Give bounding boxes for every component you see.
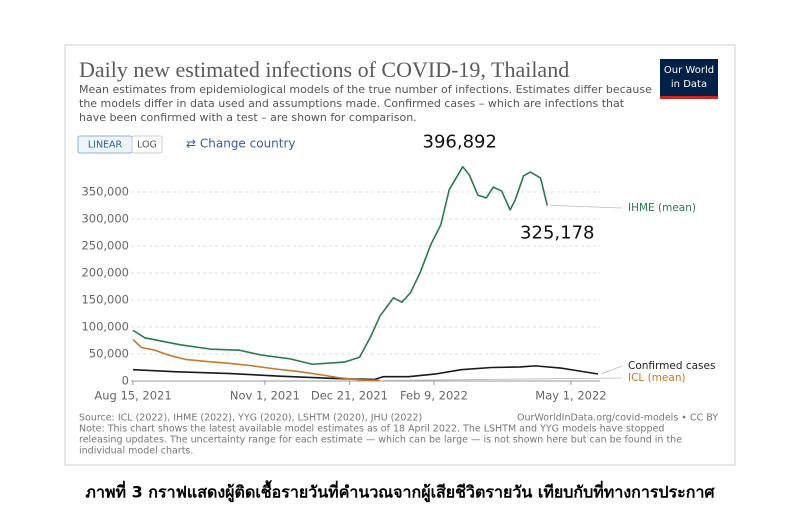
line (132, 365, 599, 381)
annotation: 325,178 (520, 222, 594, 243)
subtitle: the models differ in data used and assum… (79, 97, 625, 110)
y-tick-label: 200,000 (81, 266, 129, 280)
logo-text: in Data (671, 79, 707, 90)
note: individual model charts. (79, 446, 193, 457)
x-tick-label: May 1, 2022 (535, 389, 606, 403)
legend-connector (382, 377, 623, 381)
log-button-label[interactable]: LOG (137, 140, 157, 151)
y-tick-label: 100,000 (81, 320, 129, 334)
linear-button-label[interactable]: LINEAR (88, 140, 123, 151)
y-tick-label: 300,000 (81, 212, 129, 226)
chart-frame (64, 44, 736, 466)
legend-label: Confirmed cases (628, 360, 715, 372)
y-tick-label: 250,000 (81, 239, 129, 253)
note: releasing updates. The uncertainty range… (79, 435, 682, 446)
subtitle: Mean estimates from epidemiological mode… (79, 83, 652, 96)
log-button[interactable] (131, 135, 163, 154)
source: Source: ICL (2022), IHME (2022), YYG (20… (79, 413, 422, 424)
y-tick-label: 0 (122, 374, 129, 388)
legend-label: ICL (mean) (628, 372, 686, 384)
plot: 0 50,000 100,000 150,000 200,000 250,000 300,0… (81, 132, 715, 403)
logo-text: Our World (664, 65, 714, 76)
change-country[interactable]: ⇄ Change country (186, 137, 296, 151)
y-tick-label: 350,000 (81, 185, 129, 199)
legend-connector (600, 365, 623, 375)
annotation: 396,892 (423, 132, 497, 153)
caption: ภาพที่ 3 กราฟแสดงผู้ติดเชื้อรายวันที่คำน… (85, 480, 715, 504)
y-tick-label: 150,000 (81, 293, 129, 307)
x-tick-label: Feb 9, 2022 (400, 389, 468, 403)
subtitle: have been confirmed with a test – are sh… (79, 111, 417, 124)
line (132, 338, 380, 382)
note: Note: This chart shows the latest availa… (79, 424, 664, 435)
logo-bar (660, 96, 718, 99)
logo (660, 59, 718, 99)
x-tick-label: Aug 15, 2021 (94, 389, 171, 403)
line (132, 165, 549, 366)
legend-label: IHME (mean) (628, 202, 696, 214)
y-tick-label: 50,000 (89, 347, 129, 361)
x-tick-label: Nov 1, 2021 (230, 389, 300, 403)
url: OurWorldInData.org/covid-models • CC BY (517, 413, 718, 424)
legend-connector (550, 205, 623, 209)
chart-title: Daily new estimated infections of COVID-… (79, 57, 569, 82)
x-tick-label: Dec 21, 2021 (311, 389, 388, 403)
